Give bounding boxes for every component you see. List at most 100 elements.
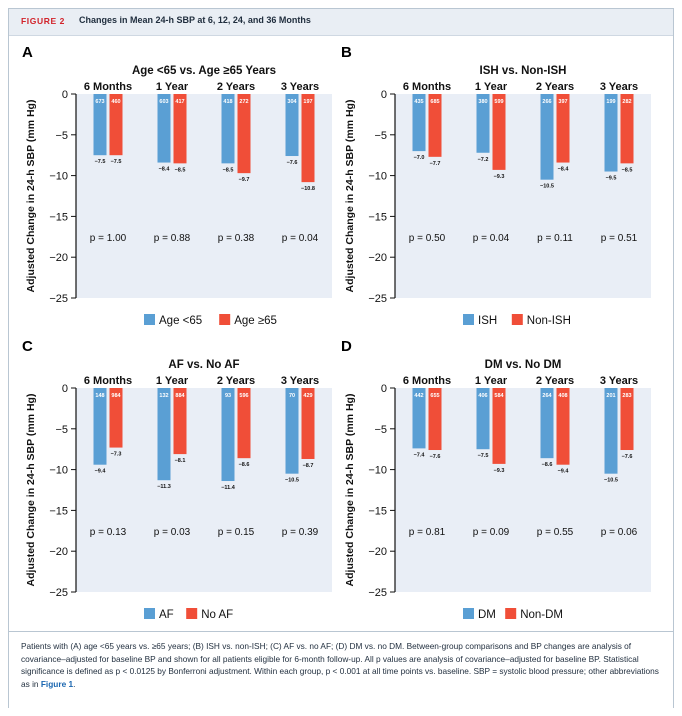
x-category-label: 1 Year <box>475 81 508 93</box>
legend-label-non-dm: Non-DM <box>520 609 563 621</box>
bar-af-2-years <box>221 388 235 482</box>
bar-n-label: 655 <box>430 393 439 399</box>
chart-title: Age <65 vs. Age ≥65 Years <box>132 65 276 77</box>
bar-n-label: 417 <box>175 99 184 105</box>
y-axis-label: Adjusted Change in 24-h SBP (mm Hg) <box>25 394 37 587</box>
bar-age-65-1-year <box>173 94 187 164</box>
chart-panel-b: ISH vs. Non-ISH Adjusted Change in 24-h S… <box>344 65 651 327</box>
bar-value-label: −7.6 <box>430 454 441 460</box>
legend-swatch-ish <box>463 314 474 325</box>
bar-n-label: 201 <box>606 393 615 399</box>
x-category-label: 1 Year <box>156 375 189 387</box>
bar-non-dm-1-year <box>492 388 506 464</box>
bar-value-label: −7.5 <box>111 159 122 165</box>
legend-label-no-af: No AF <box>201 609 233 621</box>
x-category-label: 3 Years <box>600 81 638 93</box>
y-tick-label: −25 <box>49 587 68 599</box>
bar-age-65-3-years <box>285 94 299 157</box>
bar-non-dm-3-years <box>620 388 634 451</box>
bar-n-label: 197 <box>303 99 312 105</box>
panel-letter-c: C <box>22 338 33 355</box>
p-value-label: p = 0.55 <box>537 527 574 538</box>
legend-label-age-65: Age <65 <box>159 315 202 327</box>
figure-header: FIGURE 2 Changes in Mean 24-h SBP at 6, … <box>9 9 673 36</box>
bar-value-label: −7.6 <box>622 454 633 460</box>
legend-swatch-dm <box>463 608 474 619</box>
bar-non-ish-3-years <box>620 94 634 164</box>
bar-value-label: −10.5 <box>285 478 299 484</box>
bar-dm-3-years <box>604 388 618 474</box>
y-tick-label: −25 <box>368 587 387 599</box>
bar-n-label: 442 <box>414 393 423 399</box>
bar-age-65-3-years <box>301 94 315 183</box>
bar-non-ish-1-year <box>492 94 506 170</box>
y-tick-label: −15 <box>368 211 387 223</box>
legend-swatch-age-65 <box>219 314 231 325</box>
bar-value-label: −8.5 <box>223 167 234 173</box>
y-tick-label: −10 <box>368 465 387 477</box>
bar-value-label: −7.7 <box>430 161 441 167</box>
bar-value-label: −11.3 <box>157 484 171 490</box>
figure-label: FIGURE 2 <box>21 16 66 26</box>
y-tick-label: 0 <box>381 383 387 395</box>
bar-value-label: −8.6 <box>239 462 250 468</box>
y-tick-label: 0 <box>62 89 68 101</box>
chart-panel-d: DM vs. No DM Adjusted Change in 24-h SBP … <box>344 359 651 621</box>
bar-n-label: 70 <box>289 393 295 399</box>
p-value-label: p = 0.81 <box>409 527 446 538</box>
legend-swatch-non-ish <box>511 314 523 325</box>
p-value-label: p = 0.15 <box>218 527 255 538</box>
x-category-label: 2 Years <box>536 375 574 387</box>
x-category-label: 2 Years <box>217 81 255 93</box>
legend-label-ish: ISH <box>478 315 497 327</box>
bar-n-label: 884 <box>175 393 185 399</box>
bar-age-65-2-years <box>237 94 251 174</box>
caption-figure-link[interactable]: Figure 1 <box>40 678 74 689</box>
bar-dm-2-years <box>540 388 554 459</box>
bar-n-label: 460 <box>111 99 120 105</box>
bar-age-65-2-years <box>221 94 235 164</box>
x-category-label: 1 Year <box>156 81 189 93</box>
chart-panel-a: Age <65 vs. Age ≥65 Years Adjusted Change… <box>25 65 332 327</box>
bar-n-label: 264 <box>542 393 552 399</box>
bar-no-af-3-years <box>301 388 315 459</box>
y-tick-label: −25 <box>49 293 68 305</box>
bar-no-af-2-years <box>237 388 251 459</box>
bar-n-label: 685 <box>430 99 439 105</box>
bar-n-label: 132 <box>159 393 168 399</box>
p-value-label: p = 0.03 <box>154 527 191 538</box>
bar-n-label: 266 <box>542 99 551 105</box>
bar-age-65-1-year <box>157 94 171 163</box>
bar-value-label: −7.5 <box>95 159 106 165</box>
legend-label-non-ish: Non-ISH <box>527 315 571 327</box>
bar-n-label: 599 <box>494 99 503 105</box>
legend-swatch-non-dm <box>505 608 517 619</box>
p-value-label: p = 0.88 <box>154 233 191 244</box>
bar-ish-3-years <box>604 94 618 172</box>
bar-ish-6-months <box>412 94 426 152</box>
bar-no-af-1-year <box>173 388 187 455</box>
y-tick-label: −10 <box>49 171 68 183</box>
y-tick-label: −25 <box>368 293 387 305</box>
figure-caption: Patients with (A) age <65 years vs. ≥65 … <box>9 631 673 708</box>
y-tick-label: 0 <box>381 89 387 101</box>
p-value-label: p = 0.38 <box>218 233 255 244</box>
figure-frame: FIGURE 2 Changes in Mean 24-h SBP at 6, … <box>8 8 674 708</box>
bar-af-1-year <box>157 388 171 481</box>
p-value-label: p = 0.39 <box>282 527 319 538</box>
legend-label-dm: DM <box>478 609 496 621</box>
panel-letter-b: B <box>341 44 352 61</box>
bar-non-dm-2-years <box>556 388 570 465</box>
caption-text: Patients with (A) age <65 years vs. ≥65 … <box>21 640 661 690</box>
chart-title: ISH vs. Non-ISH <box>480 65 567 77</box>
y-tick-label: −15 <box>368 505 387 517</box>
bar-value-label: −8.5 <box>622 167 633 173</box>
bar-n-label: 408 <box>558 393 567 399</box>
bar-n-label: 584 <box>494 393 504 399</box>
p-value-label: p = 0.09 <box>473 527 510 538</box>
y-axis-label: Adjusted Change in 24-h SBP (mm Hg) <box>344 394 356 587</box>
figure-title: Changes in Mean 24-h SBP at 6, 12, 24, a… <box>79 15 311 25</box>
bar-value-label: −10.5 <box>604 478 618 484</box>
chart-panel-c: AF vs. No AF Adjusted Change in 24-h SBP … <box>25 359 332 621</box>
bar-n-label: 418 <box>223 99 232 105</box>
